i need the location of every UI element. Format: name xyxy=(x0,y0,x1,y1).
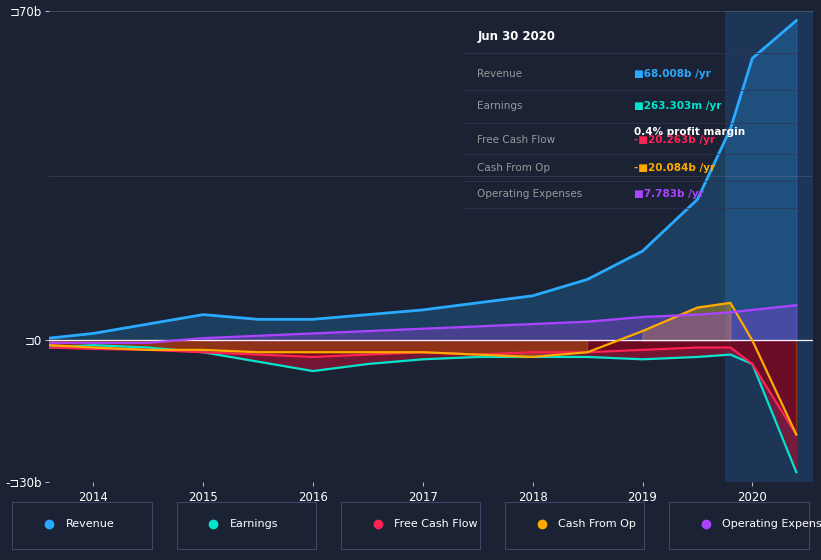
Text: Revenue: Revenue xyxy=(478,69,523,80)
Text: -■20.084b /yr: -■20.084b /yr xyxy=(635,163,715,173)
Text: Earnings: Earnings xyxy=(478,101,523,111)
Text: Jun 30 2020: Jun 30 2020 xyxy=(478,30,556,43)
Text: Free Cash Flow: Free Cash Flow xyxy=(478,135,556,145)
Text: ■68.008b /yr: ■68.008b /yr xyxy=(635,69,711,80)
Text: Cash From Op: Cash From Op xyxy=(478,163,551,173)
Text: ■263.303m /yr: ■263.303m /yr xyxy=(635,101,722,111)
Text: Revenue: Revenue xyxy=(66,519,114,529)
Text: Free Cash Flow: Free Cash Flow xyxy=(394,519,478,529)
Text: -■20.263b /yr: -■20.263b /yr xyxy=(635,135,715,145)
Text: 0.4% profit margin: 0.4% profit margin xyxy=(635,127,745,137)
Text: Cash From Op: Cash From Op xyxy=(558,519,636,529)
Text: Operating Expenses: Operating Expenses xyxy=(478,189,583,199)
Text: Earnings: Earnings xyxy=(230,519,278,529)
Text: ■7.783b /yr: ■7.783b /yr xyxy=(635,189,704,199)
Text: Operating Expenses: Operating Expenses xyxy=(722,519,821,529)
Bar xyxy=(725,11,813,482)
